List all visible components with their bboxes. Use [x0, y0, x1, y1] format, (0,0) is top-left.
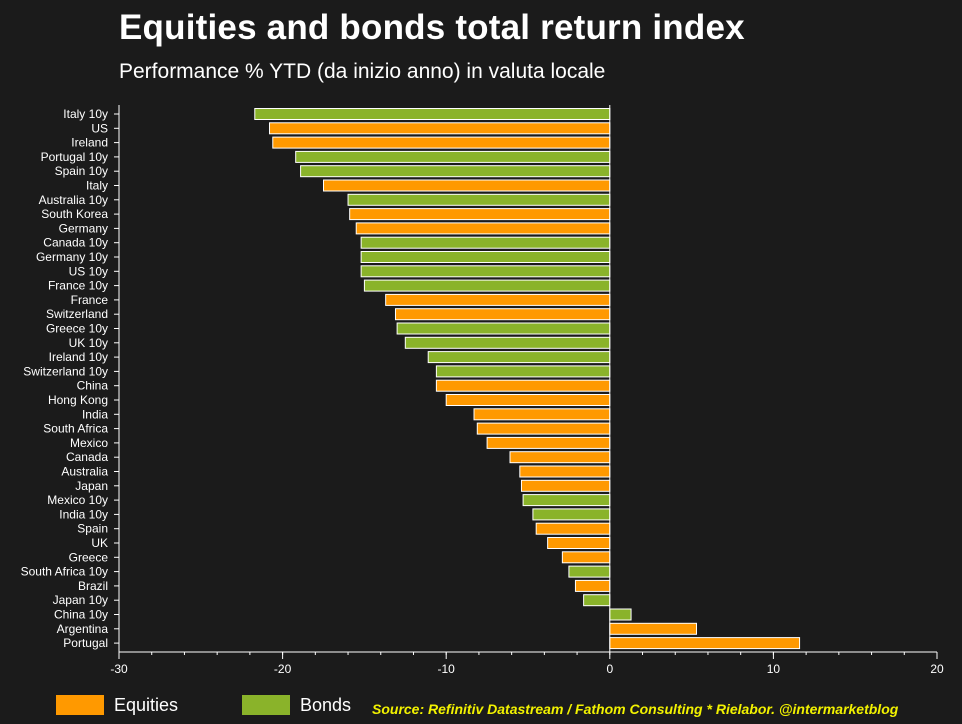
bar-us-10y	[360, 265, 611, 278]
category-label-uk-10y: UK 10y	[69, 336, 108, 350]
x-tick-label: -10	[438, 662, 456, 676]
bar-switzerland-10y	[435, 365, 611, 378]
bar-australia	[519, 465, 611, 478]
x-tick-label: 20	[930, 662, 944, 676]
category-label-france-10y: France 10y	[48, 279, 108, 293]
bars-group	[254, 108, 801, 650]
bar-france	[385, 293, 611, 306]
legend-bonds: Bonds	[242, 692, 351, 718]
equities-swatch	[56, 695, 104, 715]
category-label-spain-10y: Spain 10y	[55, 164, 108, 178]
bar-portugal-10y	[295, 150, 611, 163]
category-label-china: China	[77, 379, 109, 393]
bar-china-10y	[609, 608, 632, 621]
bar-uk-10y	[404, 336, 611, 349]
category-label-ireland: Ireland	[71, 136, 108, 150]
category-label-us: US	[91, 121, 108, 135]
x-tick-label: -20	[274, 662, 292, 676]
category-label-india: India	[82, 407, 108, 421]
chart-subtitle: Performance % YTD (da inizio anno) in va…	[119, 60, 606, 83]
x-tick-label: 10	[767, 662, 781, 676]
bar-greece	[561, 551, 611, 564]
bar-portugal	[609, 637, 801, 650]
category-label-germany: Germany	[59, 221, 108, 235]
category-label-portugal-10y: Portugal 10y	[41, 150, 108, 164]
category-label-india-10y: India 10y	[59, 507, 108, 521]
bar-mexico	[486, 436, 611, 449]
bar-canada	[509, 451, 611, 464]
legend-bonds-label: Bonds	[300, 694, 352, 715]
bar-ireland-10y	[427, 351, 611, 364]
legend-equities-label: Equities	[114, 694, 179, 715]
bar-germany	[355, 222, 611, 235]
category-label-italy-10y: Italy 10y	[63, 107, 108, 121]
x-tick-label: -30	[110, 662, 128, 676]
bar-greece-10y	[396, 322, 611, 335]
bar-italy	[323, 179, 611, 192]
category-label-greece: Greece	[69, 550, 109, 564]
bar-japan-10y	[583, 594, 611, 607]
bar-brazil	[574, 579, 611, 592]
category-label-canada-10y: Canada 10y	[43, 236, 108, 250]
chart-title: Equities and bonds total return index	[119, 8, 745, 47]
category-label-japan-10y: Japan 10y	[53, 593, 108, 607]
bar-south-africa-10y	[568, 565, 611, 578]
category-label-france: France	[71, 293, 109, 307]
bonds-swatch	[242, 695, 290, 715]
category-label-mexico: Mexico	[70, 436, 108, 450]
category-label-canada: Canada	[66, 450, 108, 464]
legend-equities: Equities	[56, 692, 178, 718]
bar-argentina	[609, 622, 698, 635]
category-label-argentina: Argentina	[57, 622, 109, 636]
category-label-uk: UK	[91, 536, 108, 550]
category-label-italy: Italy	[86, 179, 108, 193]
category-label-switzerland: Switzerland	[46, 307, 108, 321]
bar-south-korea	[349, 208, 611, 221]
bar-hong-kong	[445, 394, 611, 406]
bar-australia-10y	[347, 193, 611, 206]
category-label-hong-kong: Hong Kong	[48, 393, 108, 407]
source-note: Source: Refinitiv Datastream / Fathom Co…	[372, 701, 899, 717]
bar-switzerland	[394, 308, 611, 321]
category-label-spain: Spain	[77, 522, 108, 536]
bar-south-africa	[476, 422, 611, 435]
category-label-south-africa: South Africa	[43, 422, 108, 436]
bar-germany-10y	[360, 251, 611, 263]
category-label-australia: Australia	[61, 465, 108, 479]
category-label-portugal: Portugal	[63, 636, 108, 650]
bar-italy-10y	[254, 108, 611, 120]
category-label-japan: Japan	[75, 479, 108, 493]
axes-group: -30 -20 -10 0 10 20	[110, 105, 944, 676]
bar-canada-10y	[360, 236, 611, 249]
category-label-mexico-10y: Mexico 10y	[47, 493, 108, 507]
category-label-switzerland-10y: Switzerland 10y	[23, 364, 108, 378]
bar-us	[269, 122, 611, 135]
bar-japan	[520, 479, 611, 492]
category-label-us-10y: US 10y	[69, 264, 108, 278]
bar-france-10y	[363, 279, 611, 292]
category-label-australia-10y: Australia 10y	[39, 193, 108, 207]
category-label-brazil: Brazil	[78, 579, 108, 593]
bar-spain-10y	[300, 165, 611, 178]
x-tick-label: 0	[606, 662, 613, 676]
bar-spain	[535, 522, 611, 535]
category-label-china-10y: China 10y	[54, 608, 108, 622]
category-label-greece-10y: Greece 10y	[46, 322, 108, 336]
category-label-south-korea: South Korea	[41, 207, 108, 221]
bar-china	[435, 379, 611, 392]
bar-mexico-10y	[522, 494, 611, 507]
bar-uk	[547, 537, 611, 549]
bar-ireland	[272, 136, 611, 149]
bar-india-10y	[532, 508, 611, 521]
category-label-germany-10y: Germany 10y	[36, 250, 108, 264]
category-label-ireland-10y: Ireland 10y	[49, 350, 108, 364]
bar-india	[473, 408, 611, 421]
category-label-south-africa-10y: South Africa 10y	[21, 565, 108, 579]
